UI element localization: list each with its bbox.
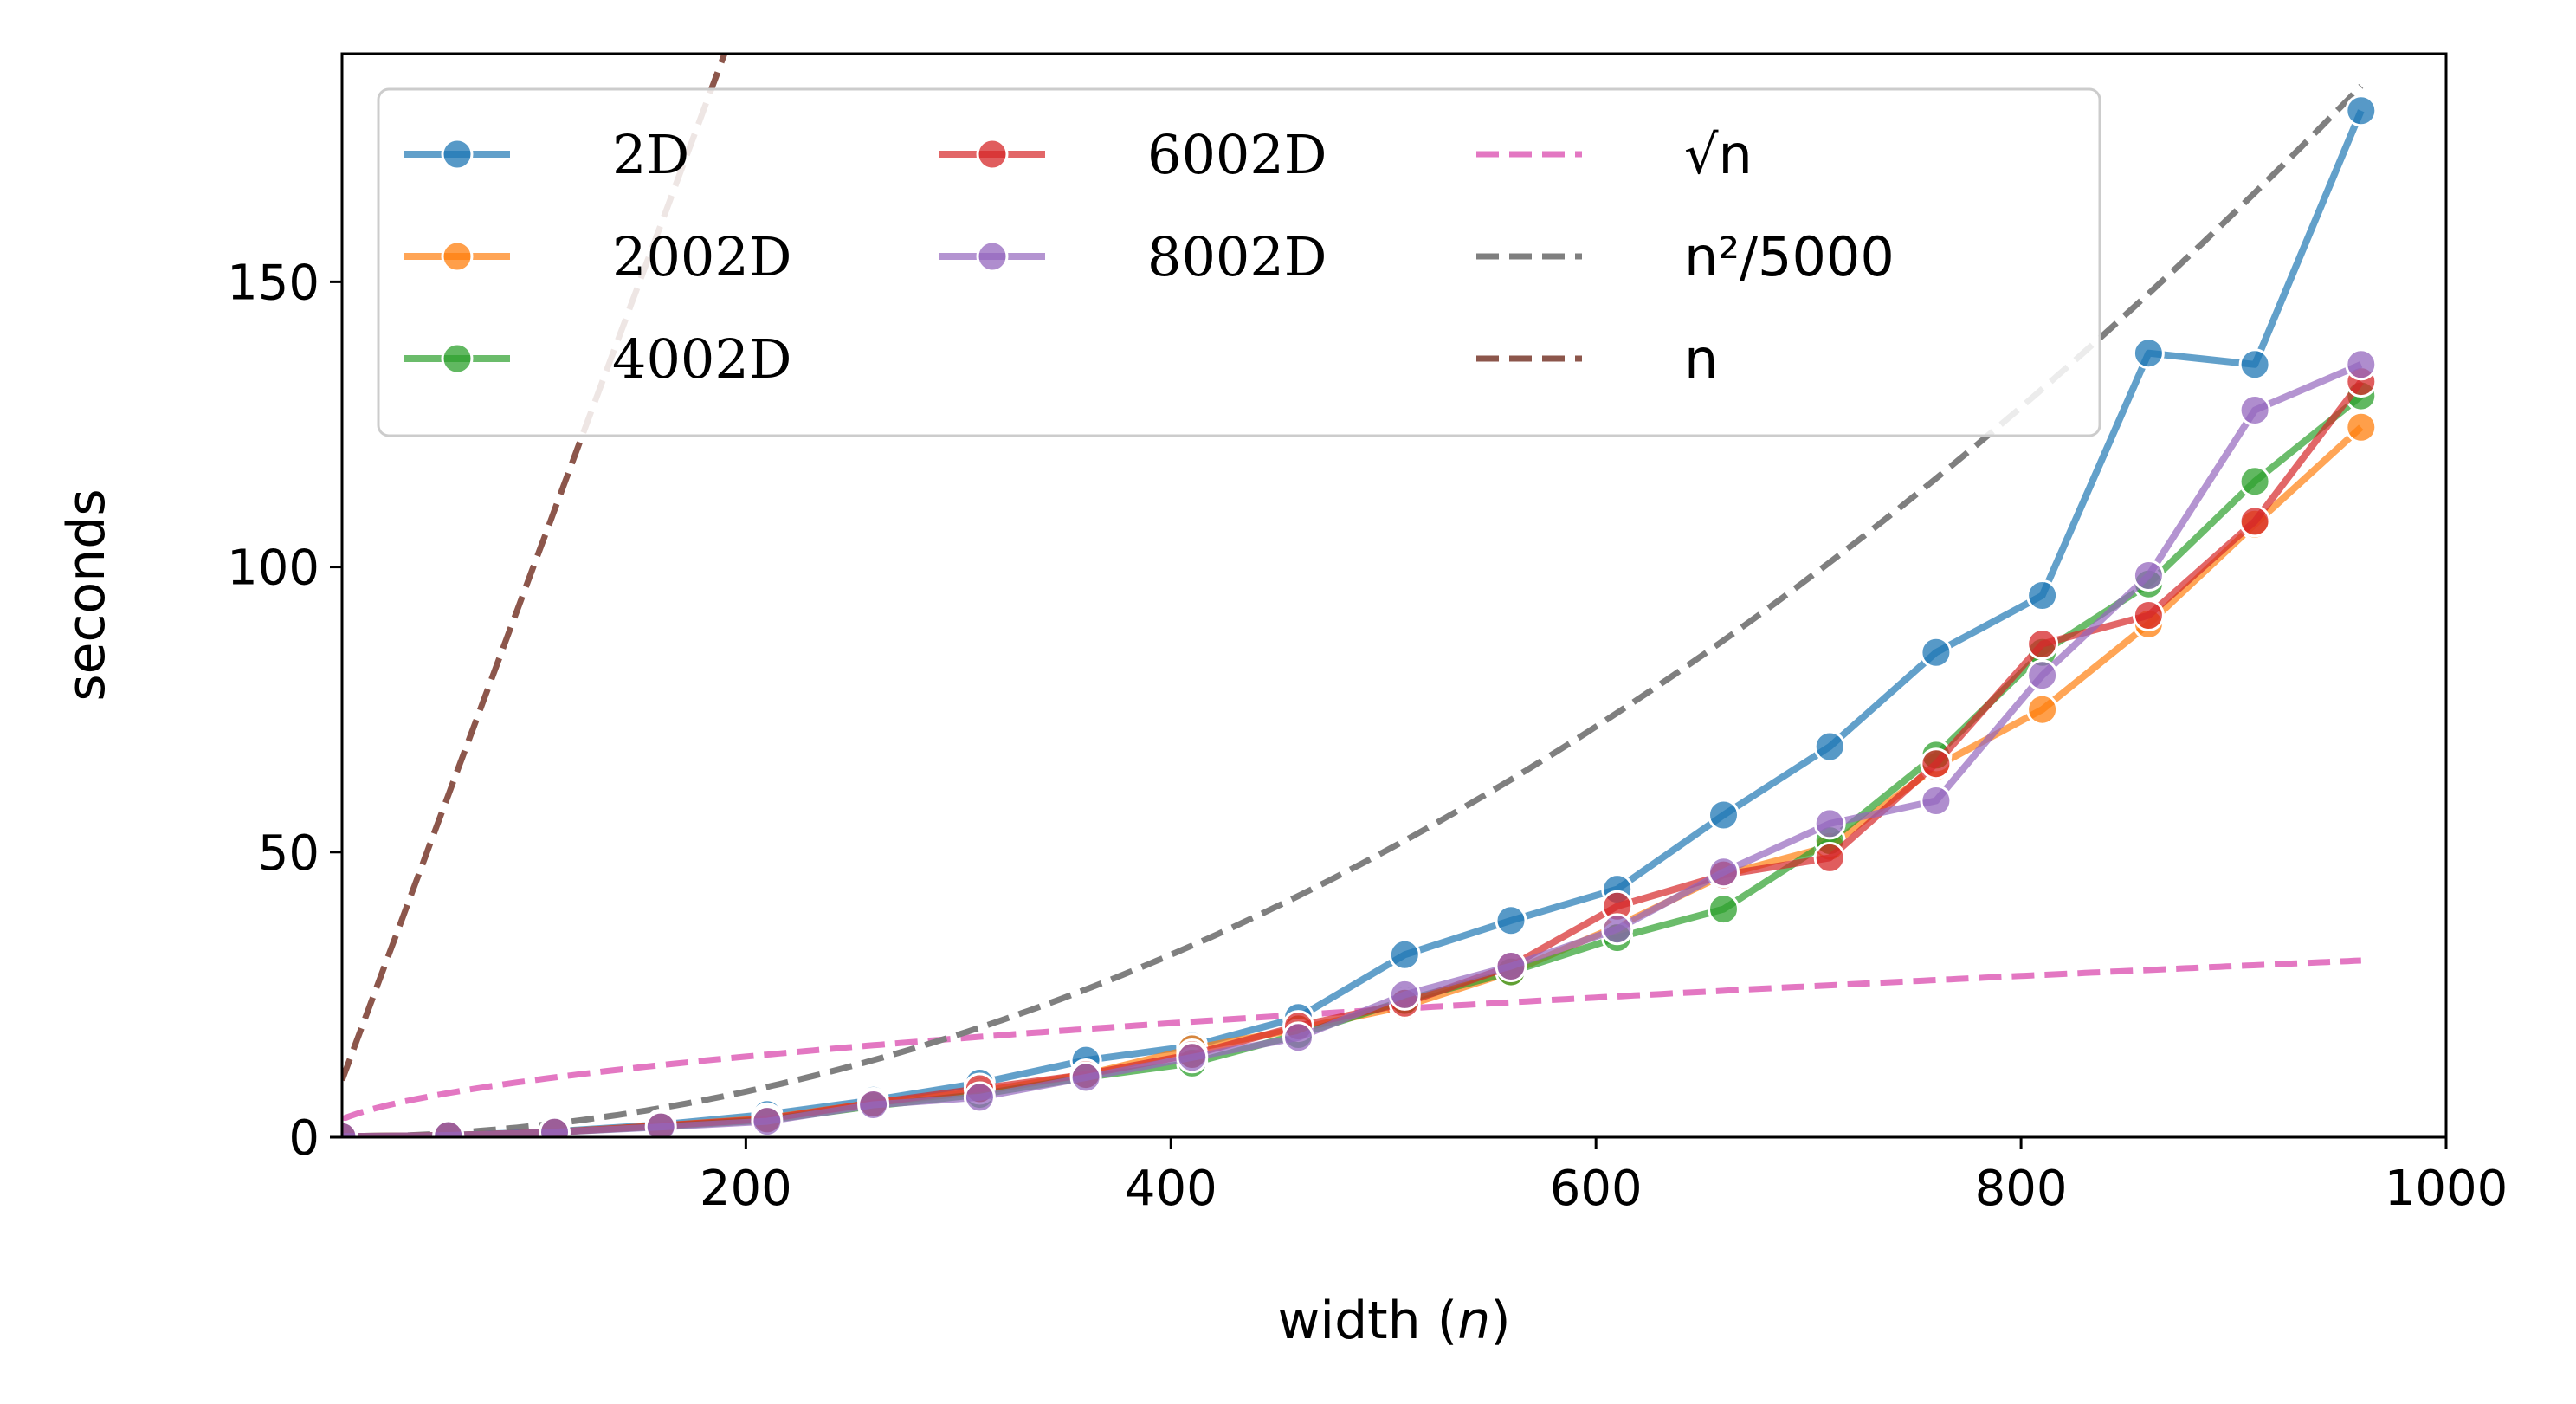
data-point-8002D-910 xyxy=(2238,394,2271,426)
data-point-2D-910 xyxy=(2238,348,2271,381)
y-tick-label-150: 150 xyxy=(227,255,320,311)
legend-entry-8002D: 8002D xyxy=(939,225,1327,288)
data-point-2D-660 xyxy=(1708,799,1740,831)
data-point-2D-860 xyxy=(2132,337,2165,370)
legend-entry-4002D: 4002D xyxy=(404,327,792,391)
data-point-6002D-760 xyxy=(1920,747,1953,780)
y-tick-label-0: 0 xyxy=(288,1110,320,1167)
data-point-8002D-410 xyxy=(1176,1041,1209,1074)
data-point-8002D-810 xyxy=(2026,659,2059,692)
legend-entry-2002D: 2002D xyxy=(404,225,792,288)
data-point-8002D-110 xyxy=(539,1116,571,1137)
legend-entry-6002D: 6002D xyxy=(939,123,1327,186)
x-tick-label-800: 800 xyxy=(1975,1161,2068,1217)
series-8002D xyxy=(342,348,2378,1137)
legend-label-n-squared-over-5000: n²/5000 xyxy=(1684,225,1895,288)
reference-curve-n-squared-over-5000 xyxy=(342,83,2364,1137)
data-point-8002D-260 xyxy=(857,1089,890,1121)
x-tick-label-600: 600 xyxy=(1550,1161,1643,1217)
legend: 2D 2002D 4002D 6002D 8002D √n n²/5000 n xyxy=(377,87,2101,437)
legend-marker-2D xyxy=(441,138,474,171)
data-point-8002D-610 xyxy=(1601,913,1634,946)
legend-marker-8002D xyxy=(976,240,1009,273)
data-point-8002D-60 xyxy=(432,1119,465,1137)
data-point-8002D-310 xyxy=(963,1081,996,1114)
data-point-6002D-710 xyxy=(1813,841,1846,874)
legend-label-6002D: 6002D xyxy=(1147,123,1327,186)
data-point-6002D-910 xyxy=(2238,505,2271,538)
data-point-6002D-860 xyxy=(2132,599,2165,631)
legend-marker-2002D xyxy=(441,240,474,273)
data-point-8002D-460 xyxy=(1282,1021,1314,1054)
data-point-2002D-810 xyxy=(2026,693,2059,726)
y-axis-label: seconds xyxy=(56,488,117,701)
data-point-8002D-660 xyxy=(1708,856,1740,889)
data-point-2D-960 xyxy=(2345,94,2378,127)
data-point-8002D-560 xyxy=(1495,950,1527,982)
legend-entry-2D: 2D xyxy=(404,123,689,186)
data-point-2D-560 xyxy=(1495,904,1527,937)
axes-layer: 200 400 600 800 1000 0 50 100 150 xyxy=(227,52,2508,1217)
legend-entry-sqrt-n: √n xyxy=(1476,123,1753,186)
x-tick-label-400: 400 xyxy=(1125,1161,1217,1217)
series-line-8002D xyxy=(342,361,2363,1137)
plot-frame xyxy=(340,52,2448,1139)
data-point-4002D-910 xyxy=(2238,465,2271,498)
x-axis-label: width (n) xyxy=(1277,1291,1510,1351)
data-point-4002D-660 xyxy=(1708,893,1740,926)
legend-label-8002D: 8002D xyxy=(1147,225,1327,288)
legend-label-sqrt-n: √n xyxy=(1684,123,1753,186)
legend-entry-n: n xyxy=(1476,327,1718,391)
y-tick-label-100: 100 xyxy=(227,540,320,597)
data-point-8002D-960 xyxy=(2345,348,2378,381)
series-layer xyxy=(342,94,2378,1137)
legend-box xyxy=(377,87,2101,437)
legend-label-4002D: 4002D xyxy=(612,327,792,391)
data-point-8002D-860 xyxy=(2132,560,2165,592)
data-point-8002D-360 xyxy=(1069,1061,1102,1094)
legend-entry-n-squared-over-5000: n²/5000 xyxy=(1476,225,1895,288)
data-point-8002D-710 xyxy=(1813,807,1846,840)
legend-label-n: n xyxy=(1684,327,1718,391)
legend-marker-6002D xyxy=(976,138,1009,171)
data-point-6002D-810 xyxy=(2026,628,2059,660)
data-point-8002D-160 xyxy=(644,1110,677,1137)
data-point-2002D-960 xyxy=(2345,411,2378,443)
data-point-2D-510 xyxy=(1388,938,1421,971)
data-point-8002D-510 xyxy=(1388,978,1421,1011)
data-point-2D-710 xyxy=(1813,730,1846,763)
y-tick-label-50: 50 xyxy=(258,825,320,882)
data-point-2D-760 xyxy=(1920,636,1953,669)
data-point-8002D-210 xyxy=(751,1105,784,1137)
data-point-2D-810 xyxy=(2026,579,2059,611)
x-tick-label-1000: 1000 xyxy=(2385,1161,2508,1217)
reference-curve-sqrt-n xyxy=(342,957,2361,1123)
legend-marker-4002D xyxy=(441,342,474,375)
x-tick-label-200: 200 xyxy=(700,1161,792,1217)
data-point-8002D-760 xyxy=(1920,785,1953,817)
legend-label-2002D: 2002D xyxy=(612,225,792,288)
legend-label-2D: 2D xyxy=(612,123,689,186)
